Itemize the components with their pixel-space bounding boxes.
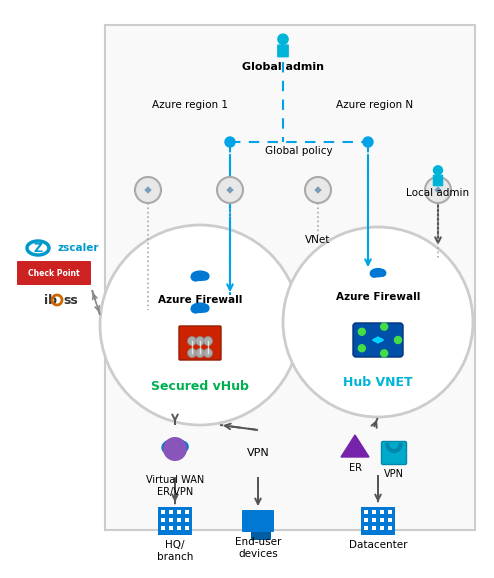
Ellipse shape (162, 442, 176, 454)
Ellipse shape (192, 303, 208, 312)
Text: ib: ib (44, 294, 57, 306)
Circle shape (381, 323, 388, 330)
Circle shape (425, 177, 451, 203)
Text: Datacenter: Datacenter (349, 540, 407, 550)
Ellipse shape (163, 439, 187, 453)
FancyBboxPatch shape (169, 510, 173, 514)
Polygon shape (341, 435, 369, 457)
Text: Virtual WAN
ER/VPN: Virtual WAN ER/VPN (146, 475, 204, 497)
FancyBboxPatch shape (179, 326, 221, 360)
FancyBboxPatch shape (161, 518, 165, 522)
Text: VNet: VNet (305, 235, 330, 245)
Circle shape (434, 166, 443, 175)
FancyBboxPatch shape (169, 518, 173, 522)
Text: zscaler: zscaler (57, 243, 98, 253)
Ellipse shape (176, 441, 188, 452)
Circle shape (100, 225, 300, 425)
FancyBboxPatch shape (158, 507, 192, 535)
Circle shape (163, 437, 187, 461)
FancyBboxPatch shape (161, 510, 165, 514)
FancyBboxPatch shape (17, 261, 91, 285)
Ellipse shape (191, 273, 201, 281)
Text: Global policy: Global policy (265, 146, 333, 156)
Circle shape (188, 349, 197, 358)
FancyBboxPatch shape (169, 526, 173, 530)
Circle shape (225, 137, 235, 147)
FancyBboxPatch shape (177, 526, 181, 530)
FancyBboxPatch shape (388, 526, 392, 530)
FancyBboxPatch shape (372, 518, 376, 522)
Ellipse shape (201, 305, 209, 312)
Circle shape (196, 349, 205, 358)
FancyBboxPatch shape (388, 510, 392, 514)
Text: Azure Firewall: Azure Firewall (336, 292, 420, 302)
FancyBboxPatch shape (251, 520, 271, 540)
FancyBboxPatch shape (177, 518, 181, 522)
Circle shape (305, 177, 331, 203)
Circle shape (217, 177, 243, 203)
FancyBboxPatch shape (353, 323, 403, 357)
Circle shape (395, 336, 402, 343)
Text: VPN: VPN (247, 448, 269, 458)
Text: End-user
devices: End-user devices (235, 537, 281, 558)
Circle shape (278, 34, 288, 45)
Text: Global admin: Global admin (242, 62, 324, 72)
FancyBboxPatch shape (380, 518, 384, 522)
Circle shape (188, 336, 197, 346)
Circle shape (381, 350, 388, 357)
Ellipse shape (191, 305, 201, 313)
Circle shape (135, 177, 161, 203)
Circle shape (196, 336, 205, 346)
FancyBboxPatch shape (185, 526, 189, 530)
Text: HQ/
branch: HQ/ branch (157, 540, 193, 562)
FancyBboxPatch shape (242, 510, 274, 532)
FancyBboxPatch shape (177, 510, 181, 514)
FancyBboxPatch shape (380, 526, 384, 530)
FancyBboxPatch shape (381, 442, 407, 465)
FancyBboxPatch shape (278, 45, 288, 57)
FancyBboxPatch shape (161, 526, 165, 530)
FancyBboxPatch shape (364, 510, 368, 514)
FancyBboxPatch shape (361, 507, 395, 535)
FancyBboxPatch shape (105, 25, 475, 530)
FancyBboxPatch shape (185, 518, 189, 522)
Text: Hub VNET: Hub VNET (343, 376, 413, 388)
Circle shape (283, 227, 473, 417)
Text: Azure region N: Azure region N (336, 100, 413, 110)
Text: VPN: VPN (384, 469, 404, 479)
FancyBboxPatch shape (364, 526, 368, 530)
FancyBboxPatch shape (364, 518, 368, 522)
Circle shape (358, 328, 366, 335)
Circle shape (363, 137, 373, 147)
FancyBboxPatch shape (380, 510, 384, 514)
Text: Azure region 1: Azure region 1 (152, 100, 228, 110)
Ellipse shape (370, 270, 378, 277)
FancyBboxPatch shape (372, 526, 376, 530)
FancyBboxPatch shape (388, 518, 392, 522)
Text: ss: ss (63, 294, 78, 306)
Text: Secured vHub: Secured vHub (151, 380, 249, 394)
Text: ER: ER (348, 463, 362, 473)
Circle shape (358, 344, 366, 352)
Ellipse shape (201, 272, 209, 280)
Circle shape (204, 336, 212, 346)
Ellipse shape (192, 271, 208, 280)
FancyBboxPatch shape (433, 176, 443, 186)
FancyBboxPatch shape (372, 510, 376, 514)
Ellipse shape (378, 270, 386, 276)
Circle shape (204, 349, 212, 358)
Text: Z: Z (34, 242, 42, 254)
Text: Check Point: Check Point (28, 269, 80, 277)
Text: Azure Firewall: Azure Firewall (158, 295, 242, 305)
FancyBboxPatch shape (185, 510, 189, 514)
Ellipse shape (371, 269, 385, 277)
Text: Local admin: Local admin (407, 188, 470, 198)
